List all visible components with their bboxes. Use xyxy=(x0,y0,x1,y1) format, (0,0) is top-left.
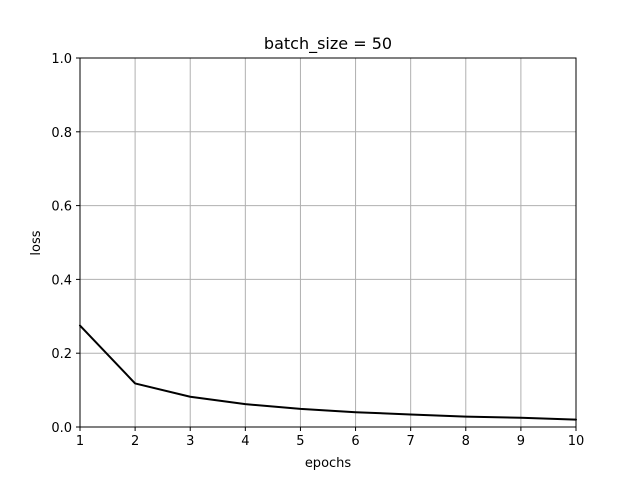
y-axis: 0.0 0.2 0.4 0.6 0.8 1.0 xyxy=(51,52,80,436)
x-tick-label: 9 xyxy=(517,434,525,449)
x-tick-label: 5 xyxy=(296,434,304,449)
x-axis: 1 2 3 4 5 6 7 8 9 10 xyxy=(76,427,584,449)
y-tick-label: 0.4 xyxy=(51,273,72,288)
x-tick-label: 8 xyxy=(462,434,470,449)
x-tick-label: 2 xyxy=(131,434,139,449)
x-tick-label: 10 xyxy=(568,434,585,449)
y-axis-label: loss xyxy=(29,230,44,255)
y-tick-label: 0.2 xyxy=(51,347,72,362)
chart-title: batch_size = 50 xyxy=(264,34,392,54)
grid-lines xyxy=(79,57,577,428)
y-tick-label: 0.8 xyxy=(51,126,72,141)
x-tick-label: 1 xyxy=(76,434,84,449)
y-tick-label: 1.0 xyxy=(51,52,72,67)
x-axis-label: epochs xyxy=(305,456,352,471)
x-tick-label: 7 xyxy=(407,434,415,449)
series-group xyxy=(79,324,577,421)
y-tick-label: 0.0 xyxy=(51,421,72,436)
x-tick-label: 3 xyxy=(186,434,194,449)
x-tick-label: 6 xyxy=(351,434,359,449)
x-tick-label: 4 xyxy=(241,434,249,449)
loss-series-line xyxy=(79,324,577,421)
plot-frame xyxy=(79,57,577,428)
y-tick-label: 0.6 xyxy=(51,200,72,215)
